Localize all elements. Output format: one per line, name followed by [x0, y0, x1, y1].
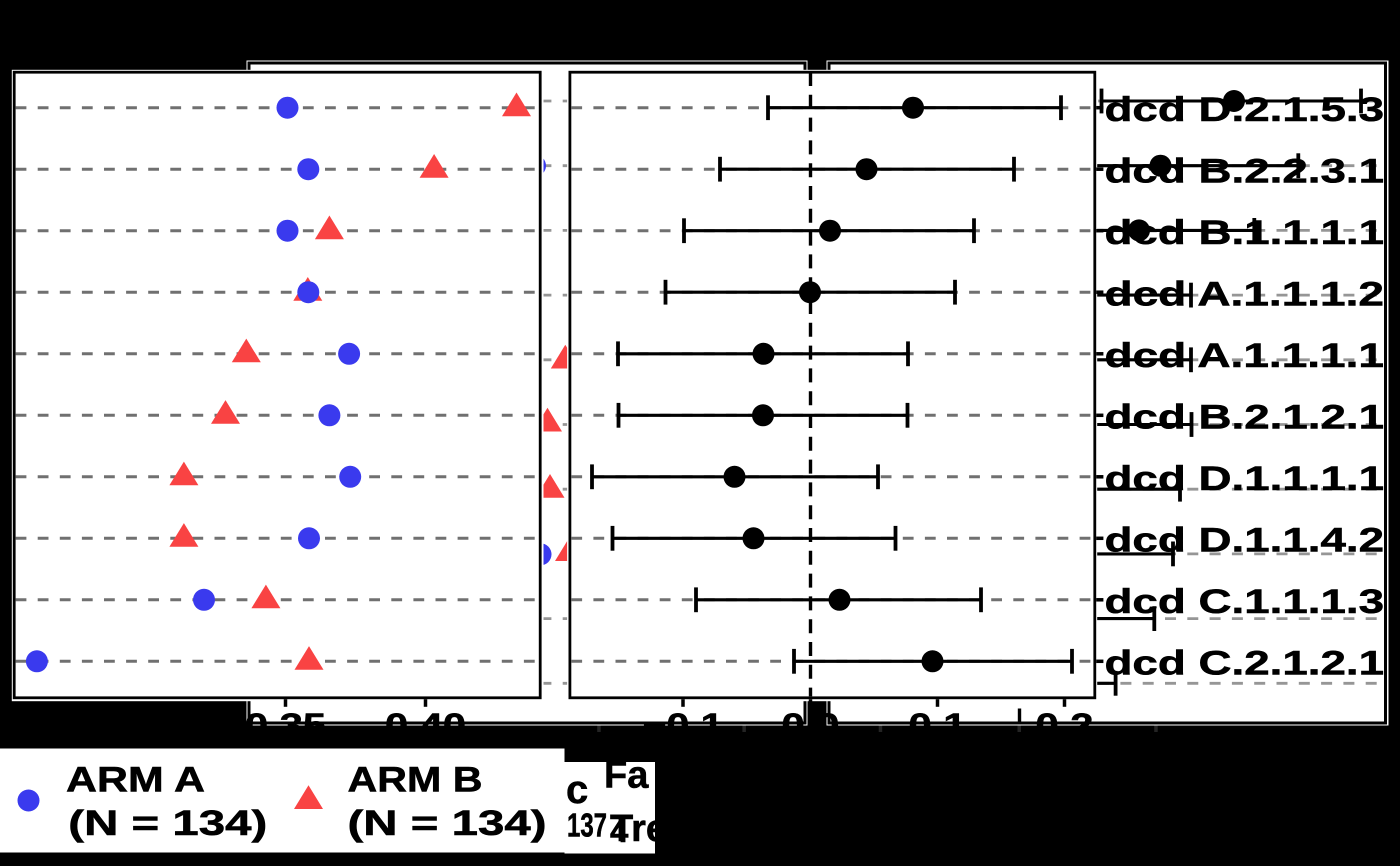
- svg-text:dcd B.1.1.1.1: dcd B.1.1.1.1: [1105, 214, 1385, 252]
- svg-text:0.40: 0.40: [385, 707, 466, 744]
- svg-text:dcd B.2.1.2.1: dcd B.2.1.2.1: [1105, 399, 1385, 437]
- svg-text:dcd D.1.1.1.1: dcd D.1.1.1.1: [1105, 460, 1385, 498]
- svg-text:(N = 134): (N = 134): [348, 804, 547, 843]
- svg-text:ARM A: ARM A: [66, 761, 205, 800]
- svg-text:dcd B.2.2.3.1: dcd B.2.2.3.1: [1105, 153, 1385, 191]
- svg-text:0.0: 0.0: [782, 707, 840, 744]
- svg-text:(N = 134): (N = 134): [68, 804, 267, 843]
- svg-text:dcd D.2.1.5.3: dcd D.2.1.5.3: [1105, 91, 1385, 129]
- svg-text:ARM B: ARM B: [348, 761, 483, 800]
- svg-text:dcd C.1.1.1.3: dcd C.1.1.1.3: [1105, 583, 1385, 621]
- svg-text:−0.1: −0.1: [643, 707, 724, 744]
- svg-text:c: c: [566, 768, 588, 812]
- svg-text:0.2: 0.2: [1036, 707, 1094, 744]
- svg-text:0.35: 0.35: [245, 707, 326, 744]
- svg-text:Fa: Fa: [604, 755, 649, 797]
- svg-text:4: 4: [610, 812, 629, 849]
- svg-text:dcd A.1.1.1.1: dcd A.1.1.1.1: [1105, 337, 1385, 375]
- svg-text:dcd C.2.1.2.1: dcd C.2.1.2.1: [1105, 645, 1385, 683]
- svg-text:137: 137: [567, 807, 607, 844]
- svg-text:Tre: Tre: [610, 808, 667, 850]
- svg-text:dcd A.1.1.1.2: dcd A.1.1.1.2: [1105, 276, 1385, 314]
- svg-text:0.1: 0.1: [909, 707, 967, 744]
- svg-text:dcd D.1.1.4.2: dcd D.1.1.4.2: [1105, 522, 1385, 560]
